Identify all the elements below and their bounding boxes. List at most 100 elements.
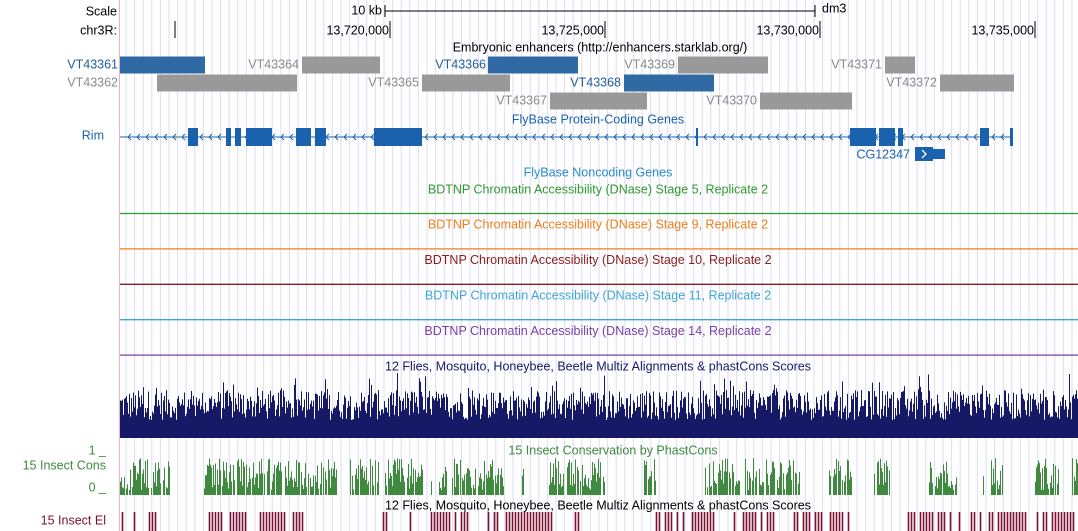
strand-arrow [712,133,717,141]
strand-arrow [424,133,429,141]
strand-arrow [550,133,555,141]
axis-min: 0 _ [89,480,107,494]
strand-arrow [460,133,465,141]
strand-arrow [640,133,645,141]
track-title: BDTNP Chromatin Accessibility (DNase) St… [425,288,771,302]
strand-arrow [451,133,456,141]
strand-arrow [145,133,150,141]
gene-label: Rim [82,128,104,142]
strand-arrow [289,133,294,141]
enhancer [157,74,297,92]
strand-arrow [541,133,546,141]
strand-arrow [514,133,519,141]
ruler-position: 13,735,000 [971,23,1034,37]
strand-arrow [757,133,762,141]
enhancer [550,92,647,110]
track-title: FlyBase Noncoding Genes [524,165,673,179]
strand-arrow [748,133,753,141]
strand-arrow [685,133,690,141]
enhancer-label: VT43364 [248,57,299,71]
strand-arrow [973,133,978,141]
track-title: BDTNP Chromatin Accessibility (DNase) St… [428,218,768,232]
strand-arrow [928,133,933,141]
strand-arrow [136,133,141,141]
strand-arrow [820,133,825,141]
strand-arrow [487,133,492,141]
track-label: 15 Insect El [41,513,106,527]
enhancer [940,74,1014,92]
strand-arrow [577,133,582,141]
strand-arrow [604,133,609,141]
strand-arrow [667,133,672,141]
enhancer-label: VT43366 [435,57,486,71]
enhancer [760,92,852,110]
strand-arrow [613,133,618,141]
ruler-position: 13,730,000 [756,23,819,37]
exon [315,128,326,146]
strand-arrow [910,133,915,141]
enhancer [488,56,578,74]
assembly-label: dm3 [822,1,846,15]
strand-arrow [352,133,357,141]
strand-arrow [442,133,447,141]
strand-arrow [361,133,366,141]
enhancer-label: VT43367 [496,93,547,107]
strand-arrow [946,133,951,141]
strand-arrow [208,133,213,141]
strand-arrow [622,133,627,141]
strand-arrow [937,133,942,141]
strand-arrow [280,133,285,141]
ruler-position: 13,725,000 [541,23,604,37]
exon [933,149,945,159]
strand-arrow [505,133,510,141]
strand-arrow [964,133,969,141]
enhancer-label: VT43361 [67,57,118,71]
exon [188,128,198,146]
track-title: FlyBase Protein-Coding Genes [512,112,684,126]
gene-label: CG12347 [856,147,910,161]
strand-arrow [919,133,924,141]
strand-arrow [586,133,591,141]
chrom-label: chr3R: [80,23,117,37]
strand-arrow [784,133,789,141]
track-title: 12 Flies, Mosquito, Honeybee, Beetle Mul… [385,498,811,512]
exon [1010,128,1013,146]
exon [246,128,272,146]
exon [226,128,231,146]
enhancer-label: VT43369 [624,57,675,71]
strand-arrow [172,133,177,141]
strand-arrow [217,133,222,141]
strand-arrow [199,133,204,141]
exon [980,128,989,146]
strand-arrow [469,133,474,141]
strand-arrow [730,133,735,141]
track-title: BDTNP Chromatin Accessibility (DNase) St… [424,253,771,267]
enhancer-label: VT43370 [706,93,757,107]
exon [696,128,698,146]
enhancer [624,74,714,92]
track-title: BDTNP Chromatin Accessibility (DNase) St… [424,324,771,338]
track-title: 12 Flies, Mosquito, Honeybee, Beetle Mul… [385,359,811,373]
strand-arrow [127,133,132,141]
strand-arrow [568,133,573,141]
exon [898,128,903,146]
strand-arrow [343,133,348,141]
enhancer [120,56,205,74]
conservation-signal [120,373,1078,438]
exon [374,128,422,146]
strand-arrow [921,149,927,159]
strand-arrow [496,133,501,141]
strand-arrow [793,133,798,141]
strand-arrow [775,133,780,141]
strand-arrow [721,133,726,141]
strand-arrow [1000,133,1005,141]
phastcons-signal [120,458,1078,495]
enhancer-label: VT43365 [368,75,419,89]
strand-arrow [991,133,996,141]
strand-arrow [802,133,807,141]
exon [296,128,311,146]
strand-arrow [649,133,654,141]
strand-arrow [532,133,537,141]
enhancer [885,56,915,74]
